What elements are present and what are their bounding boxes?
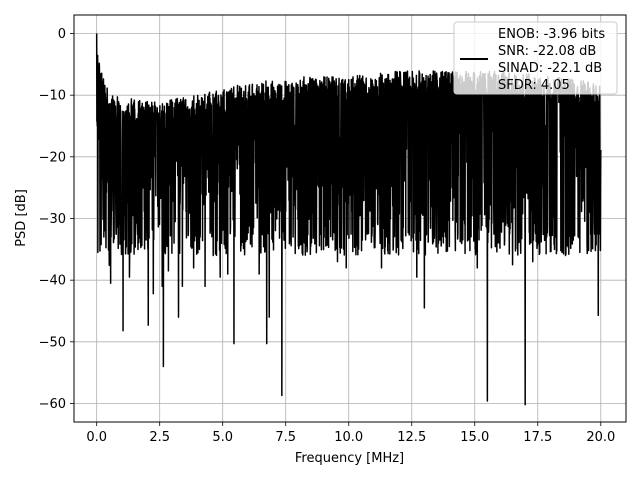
- x-axis-ticks: 0.0 2.5 5.0 7.5 10.0 12.5 15.0 17.5 20.0: [86, 422, 615, 445]
- y-tick-label: −20: [39, 150, 66, 165]
- legend-snr: SNR: -22.08 dB: [498, 44, 596, 59]
- y-tick-label: 0: [58, 27, 66, 42]
- x-tick-label: 10.0: [334, 430, 363, 445]
- y-tick-label: −50: [39, 335, 66, 350]
- y-tick-label: −10: [39, 89, 66, 104]
- x-axis-label: Frequency [MHz]: [295, 451, 404, 466]
- y-tick-label: −40: [39, 274, 66, 289]
- x-tick-label: 20.0: [586, 430, 615, 445]
- y-tick-label: −30: [39, 212, 66, 227]
- x-tick-label: 2.5: [149, 430, 170, 445]
- x-tick-label: 12.5: [397, 430, 426, 445]
- legend: ENOB: -3.96 bits SNR: -22.08 dB SINAD: -…: [453, 21, 618, 95]
- legend-enob: ENOB: -3.96 bits: [498, 27, 605, 42]
- legend-sfdr: SFDR: 4.05: [498, 78, 570, 93]
- x-tick-label: 15.0: [460, 430, 489, 445]
- x-tick-label: 7.5: [275, 430, 296, 445]
- y-axis-label: PSD [dB]: [14, 189, 29, 247]
- y-axis-ticks: 0 −10 −20 −30 −40 −50 −60: [39, 27, 74, 412]
- x-tick-label: 5.0: [212, 430, 233, 445]
- x-tick-label: 0.0: [86, 430, 107, 445]
- y-tick-label: −60: [39, 397, 66, 412]
- x-tick-label: 17.5: [523, 430, 552, 445]
- legend-sinad: SINAD: -22.1 dB: [498, 61, 602, 76]
- legend-box: [453, 21, 618, 95]
